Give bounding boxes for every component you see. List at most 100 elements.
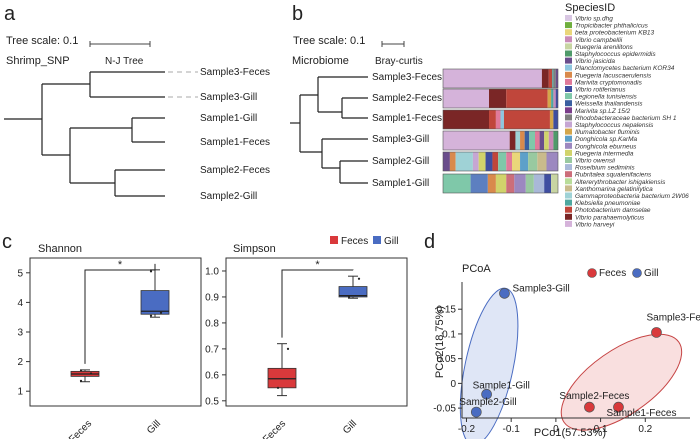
species-legend-title: SpeciesID [565, 2, 615, 14]
pcoa-point [651, 327, 662, 338]
species-legend-label: Donghicola sp.KarMa [575, 136, 638, 143]
tree-a-leaf: Sample2-Feces [200, 165, 270, 176]
bar-segment [553, 69, 556, 88]
species-legend-swatch [565, 220, 572, 227]
simpson-boxplot: 0.5 0.6 0.7 0.8 0.9 1.0 * [205, 259, 368, 407]
pcoa-legend: Feces Gill [587, 268, 658, 279]
simpson-xtick-label: Feces [261, 418, 288, 439]
pcoa-legend-label-feces: Feces [599, 268, 626, 279]
simpson-frame [225, 257, 408, 407]
tree-b [290, 76, 368, 184]
bar-segment [537, 152, 547, 171]
tree-a-clade-sample3 [42, 71, 165, 98]
bar-outline [442, 109, 559, 130]
pcoa-legend-dot-feces [587, 268, 597, 278]
bar-segment [553, 131, 558, 150]
ytick-label: 0.7 [205, 344, 219, 355]
species-legend-swatch [565, 78, 572, 85]
ytick-label: 0.6 [205, 370, 219, 381]
species-legend-swatch [565, 149, 572, 156]
bar-outline [442, 88, 559, 109]
species-legend-label: Vibrio jasicida [575, 58, 615, 65]
bar-segment [553, 110, 558, 129]
data-point [149, 270, 153, 273]
species-legend-swatch [565, 29, 572, 36]
box-feces [267, 367, 297, 389]
species-legend-swatch [565, 50, 572, 57]
bar-segment [443, 69, 542, 88]
species-legend-swatch [565, 135, 572, 142]
species-legend-label: Staphylococcus epidermidis [575, 51, 656, 58]
ytick-label: 0.8 [205, 318, 219, 329]
species-legend-swatch [565, 199, 572, 206]
pcoa-point-label: Sample3-Fece [646, 312, 700, 323]
confidence-ellipse [560, 333, 683, 431]
bar-segment [443, 152, 450, 171]
shannon-xtick-label: Feces [67, 418, 94, 439]
shannon-boxplot: 1 2 3 4 5 * [17, 259, 170, 398]
bar-segment [485, 152, 493, 171]
bar-segment [506, 174, 515, 193]
species-legend-swatch [565, 121, 572, 128]
species-legend-label: Ruegeria arenilitons [575, 44, 634, 51]
species-legend-label: Klebsiella pneumoniae [575, 200, 641, 207]
species-legend-swatch [565, 178, 572, 185]
bar-outline [442, 173, 559, 194]
bar-segment [553, 89, 556, 108]
data-point [89, 372, 93, 375]
species-legend-swatch [565, 157, 572, 163]
xtick-label: 0.2 [638, 424, 652, 435]
pcoa-point-label: Sample2-Gill [459, 397, 516, 408]
bar-segment [549, 110, 554, 129]
pcoa-point-label: Sample3-Gill [512, 283, 569, 294]
pcoa-point [499, 288, 510, 299]
species-legend-swatch [565, 171, 572, 178]
species-legend-swatch [565, 185, 572, 192]
bar-segment [551, 174, 558, 193]
xtick-label: -0.2 [458, 424, 476, 435]
simpson-xtick-label: Gill [341, 418, 359, 436]
species-legend-label: Tropicibacter phthalicicus [575, 23, 649, 30]
species-legend-label: Xanthomarina gelatinilytica [574, 186, 653, 193]
bar-segment [541, 69, 549, 88]
bar-segment [512, 152, 521, 171]
tree-a-leaf: Sample1-Feces [200, 137, 270, 148]
xtick-label: 0.1 [594, 424, 608, 435]
xtick-label: -0.1 [503, 424, 521, 435]
species-legend-label: Marivita cryptomonadis [575, 79, 643, 86]
data-point [159, 311, 163, 314]
panel-label-a: a [4, 3, 16, 25]
bar-segment [514, 174, 526, 193]
species-legend-swatch [565, 128, 572, 135]
pcoa-point-label: Sample1-Feces [606, 408, 676, 419]
pcoa-ylabel: PCo2(18.75%) [434, 306, 446, 378]
ytick-label: 4 [17, 298, 23, 309]
species-legend-swatch [565, 206, 572, 213]
species-legend-label: Marivita sp.LZ 15/2 [575, 108, 631, 115]
legend-swatch-gill [373, 236, 381, 244]
panel-label-b: b [292, 3, 303, 25]
tree-a-leaf: Sample3-Feces [200, 67, 270, 78]
panel-label-c: c [2, 231, 12, 253]
significance-star: * [315, 259, 320, 271]
box-gill [140, 290, 170, 315]
bar-segment [515, 131, 521, 150]
species-legend-swatch [565, 71, 572, 78]
species-legend-swatch [565, 57, 572, 64]
species-legend-label: beta proteobacterium KB13 [575, 30, 655, 37]
tree-a-leaf: Sample2-Gill [200, 191, 257, 202]
shannon-xtick-label: Gill [145, 418, 163, 436]
tree-b-leaf: Sample1-Gill [372, 178, 429, 189]
bar-segment [546, 152, 558, 171]
tree-b-leaf: Sample3-Feces [372, 72, 442, 83]
pcoa-legend-dot-gill [632, 268, 642, 278]
pcoa-point-label: Sample2-Feces [559, 391, 629, 402]
pcoa-point [481, 388, 492, 400]
species-legend-label: Weissella thailandensis [575, 101, 643, 108]
bar-segment [489, 110, 496, 129]
bar-outline [442, 68, 559, 89]
species-legend-swatch [565, 213, 572, 220]
tree-a-method: N-J Tree [105, 56, 144, 67]
tree-b-leaf: Sample1-Feces [372, 113, 442, 124]
